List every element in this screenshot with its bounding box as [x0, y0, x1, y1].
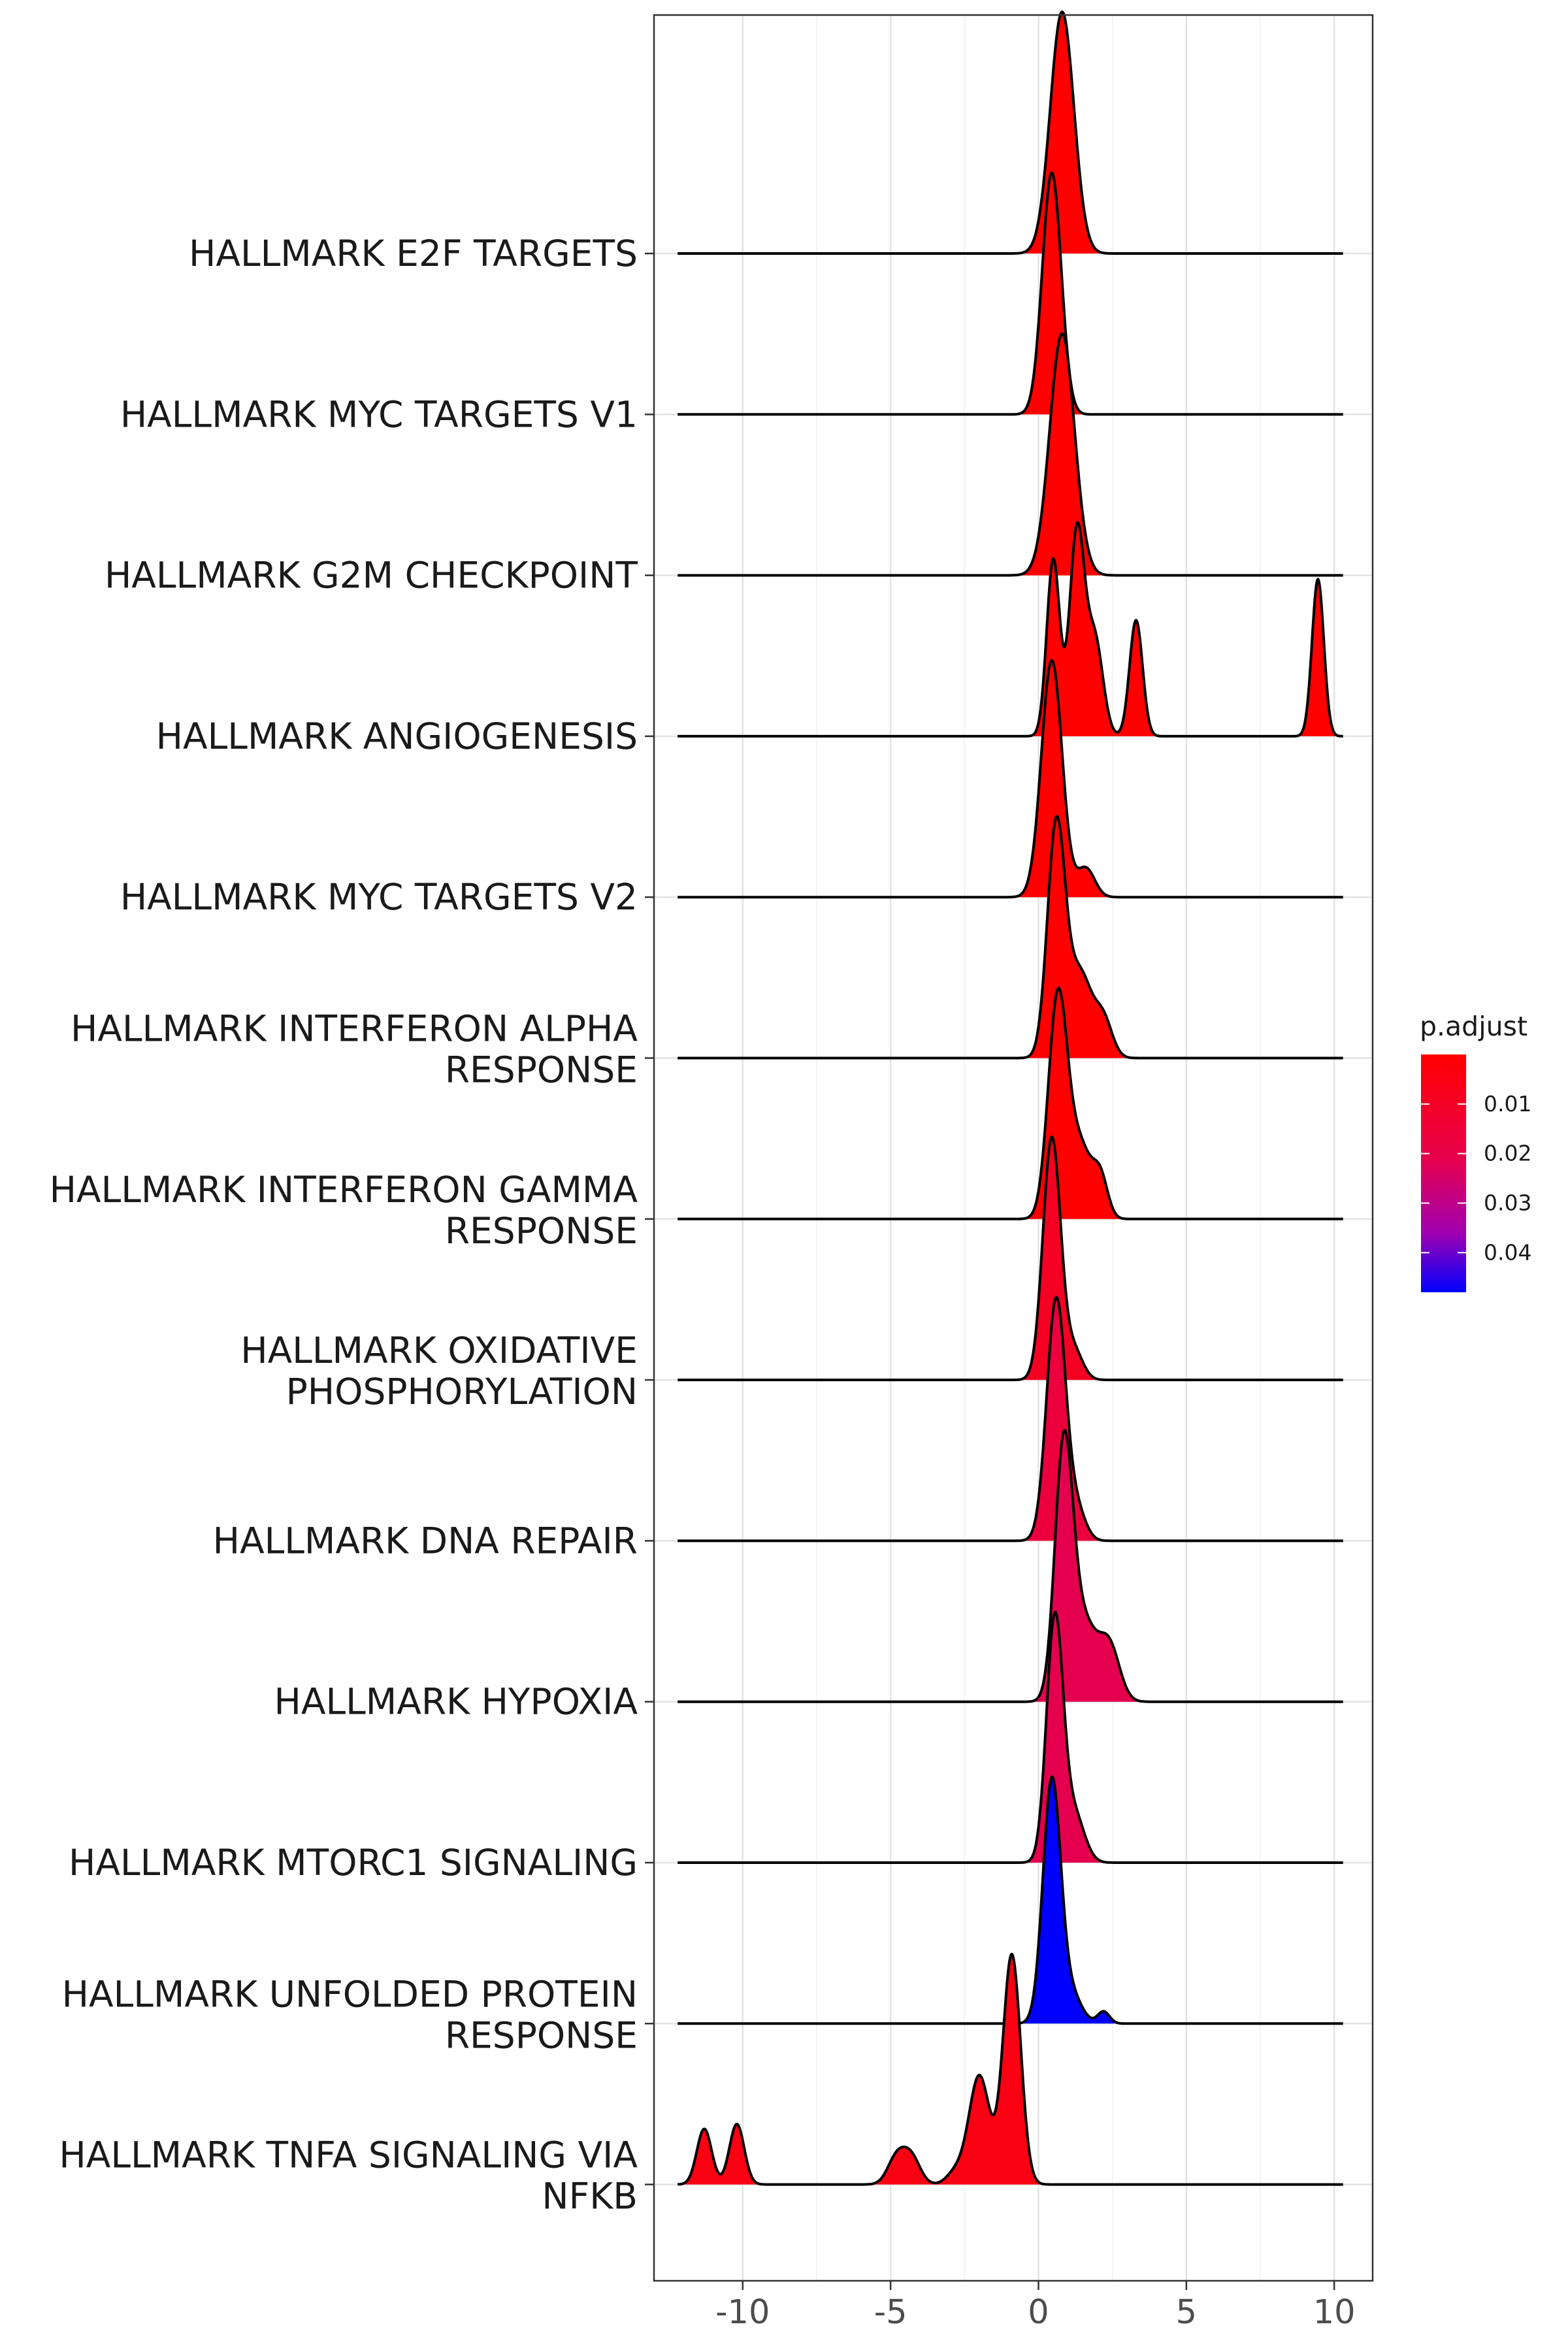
category-label-5-0: HALLMARK INTERFERON ALPHA: [71, 1008, 638, 1050]
category-label-6-1: RESPONSE: [445, 1210, 638, 1252]
category-label-5-1: RESPONSE: [445, 1049, 638, 1091]
category-label-7-1: PHOSPHORYLATION: [286, 1371, 638, 1413]
category-label-6-0: HALLMARK INTERFERON GAMMA: [50, 1169, 638, 1211]
ridge-line-10: [677, 1610, 1344, 1864]
category-label-9-0: HALLMARK HYPOXIA: [274, 1681, 638, 1723]
category-label-1-0: HALLMARK MYC TARGETS V1: [120, 393, 638, 435]
ridge-3: [677, 521, 1344, 738]
legend-title: p.adjust: [1420, 1011, 1527, 1042]
plot-border: [653, 14, 1374, 2282]
ridge-1: [677, 171, 1344, 416]
ridge-line-5: [677, 815, 1344, 1060]
ridge-line-0: [677, 10, 1344, 255]
category-label-11-0: HALLMARK UNFOLDED PROTEIN: [62, 1973, 638, 2015]
ridges: [677, 10, 1344, 2186]
ridge-4: [677, 659, 1344, 899]
ridge-line-12: [677, 1952, 1344, 2186]
legend-ticks: 0.01 0.02 0.03 0.04: [1421, 1091, 1531, 1265]
x-tick-label-1: -5: [874, 2293, 907, 2332]
category-label-12-1: NFKB: [542, 2176, 638, 2217]
x-tick-label-2: 0: [1028, 2293, 1049, 2332]
legend-colorbar: [1421, 1054, 1466, 1292]
ridge-2: [677, 332, 1344, 577]
x-tick-label-0: -10: [715, 2293, 770, 2332]
category-label-7-0: HALLMARK OXIDATIVE: [240, 1330, 638, 1371]
category-labels: HALLMARK E2F TARGETS HALLMARK MYC TARGETS…: [50, 233, 654, 2217]
ridge-fill-12: [678, 1953, 1343, 2185]
ridge-line-6: [677, 987, 1344, 1220]
ridge-10: [677, 1610, 1344, 1864]
ridge-line-2: [677, 332, 1344, 577]
category-label-4-0: HALLMARK MYC TARGETS V2: [120, 876, 638, 918]
ridge-8: [677, 1296, 1344, 1543]
legend: p.adjust 0.01 0.02 0.03 0.04: [1420, 1011, 1531, 1292]
category-label-2-0: HALLMARK G2M CHECKPOINT: [105, 555, 638, 596]
legend-tick-label-2: 0.03: [1484, 1190, 1531, 1216]
legend-tick-label-1: 0.02: [1484, 1141, 1531, 1166]
ridge-9: [677, 1429, 1344, 1703]
ridge-line-4: [677, 659, 1344, 899]
legend-tick-label-3: 0.04: [1484, 1239, 1531, 1265]
ridge-0: [677, 10, 1344, 255]
ridge-line-8: [677, 1296, 1344, 1543]
ridge-line-3: [677, 521, 1344, 738]
ridge-5: [677, 815, 1344, 1060]
x-axis: -10 -5 0 5 10: [715, 2281, 1356, 2332]
category-label-11-1: RESPONSE: [445, 2014, 638, 2056]
category-label-8-0: HALLMARK DNA REPAIR: [213, 1520, 638, 1561]
category-label-12-0: HALLMARK TNFA SIGNALING VIA: [59, 2134, 638, 2176]
category-label-3-0: HALLMARK ANGIOGENESIS: [156, 715, 638, 757]
category-label-10-0: HALLMARK MTORC1 SIGNALING: [69, 1842, 638, 1884]
ridge-line-1: [677, 171, 1344, 416]
ridge-7: [677, 1135, 1344, 1382]
ridge-line-9: [677, 1429, 1344, 1703]
ridge-6: [677, 987, 1344, 1220]
x-tick-label-4: 10: [1313, 2293, 1356, 2332]
ridge-12: [677, 1952, 1344, 2186]
ridge-line-7: [677, 1135, 1344, 1382]
x-tick-label-3: 5: [1176, 2293, 1197, 2332]
category-label-0-0: HALLMARK E2F TARGETS: [189, 233, 638, 274]
legend-tick-label-0: 0.01: [1484, 1091, 1531, 1117]
